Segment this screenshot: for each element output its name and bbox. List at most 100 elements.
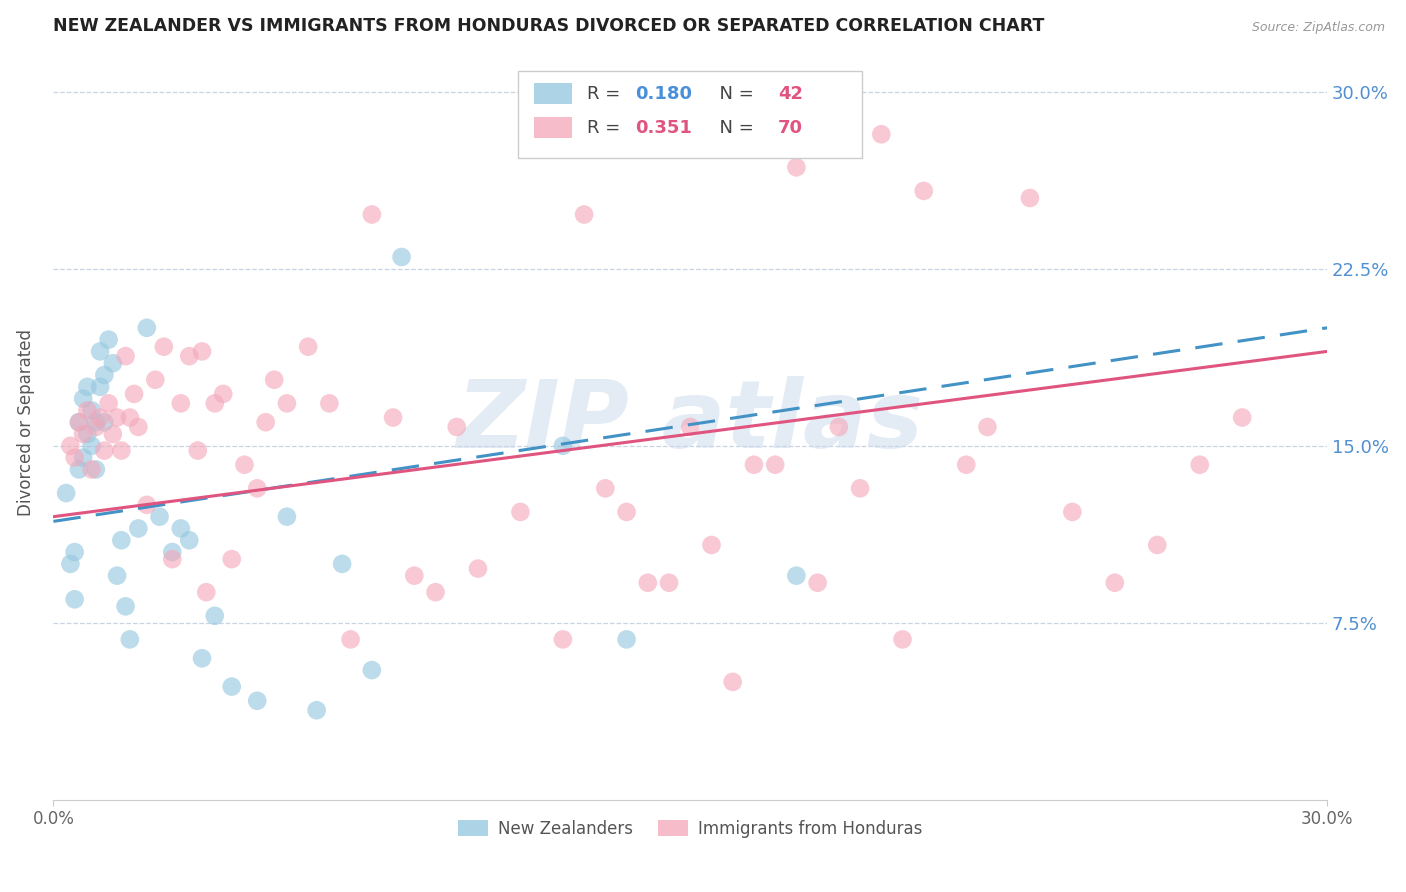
Point [1019, 191, 1042, 205]
Point [93, 415, 115, 429]
Point [912, 184, 935, 198]
Point [67, 415, 90, 429]
Point [143, 373, 166, 387]
Point [404, 568, 426, 582]
Point [153, 340, 176, 354]
Point [246, 481, 269, 495]
Point [382, 410, 405, 425]
Point [658, 575, 681, 590]
Point [179, 349, 201, 363]
Text: N =: N = [709, 119, 759, 136]
Text: R =: R = [588, 119, 626, 136]
Point [84, 420, 107, 434]
Point [97, 396, 120, 410]
Point [339, 632, 361, 647]
Point [114, 349, 136, 363]
Point [1146, 538, 1168, 552]
Point [212, 387, 235, 401]
Y-axis label: Divorced or Separated: Divorced or Separated [17, 329, 35, 516]
Point [807, 575, 830, 590]
Point [84, 415, 107, 429]
Point [170, 521, 193, 535]
Point [80, 439, 103, 453]
Text: 42: 42 [778, 85, 803, 103]
Point [191, 651, 214, 665]
Point [637, 575, 659, 590]
Point [59, 439, 82, 453]
Bar [534, 83, 572, 104]
Point [679, 420, 702, 434]
Point [84, 462, 107, 476]
Point [446, 420, 468, 434]
Point [330, 557, 353, 571]
Point [191, 344, 214, 359]
Point [101, 427, 124, 442]
Point [276, 396, 298, 410]
Point [110, 533, 132, 548]
Legend: New Zealanders, Immigrants from Honduras: New Zealanders, Immigrants from Honduras [451, 814, 929, 845]
Point [162, 552, 184, 566]
Point [114, 599, 136, 614]
Point [1188, 458, 1211, 472]
Text: 70: 70 [778, 119, 803, 136]
Text: NEW ZEALANDER VS IMMIGRANTS FROM HONDURAS DIVORCED OR SEPARATED CORRELATION CHAR: NEW ZEALANDER VS IMMIGRANTS FROM HONDURA… [53, 17, 1045, 35]
Point [105, 410, 128, 425]
Point [76, 403, 98, 417]
Point [721, 674, 744, 689]
Point [89, 410, 111, 425]
Point [67, 462, 90, 476]
Point [891, 632, 914, 647]
Point [318, 396, 340, 410]
Point [55, 486, 77, 500]
Point [595, 481, 617, 495]
Point [80, 403, 103, 417]
Point [509, 505, 531, 519]
Point [110, 443, 132, 458]
Point [148, 509, 170, 524]
Point [1062, 505, 1084, 519]
Point [254, 415, 277, 429]
Point [955, 458, 977, 472]
Point [59, 557, 82, 571]
Point [870, 128, 893, 142]
Point [195, 585, 218, 599]
Point [127, 521, 149, 535]
Point [122, 387, 145, 401]
Point [828, 420, 851, 434]
Point [170, 396, 193, 410]
Point [93, 443, 115, 458]
Point [105, 568, 128, 582]
Point [63, 545, 86, 559]
Point [93, 368, 115, 382]
Point [263, 373, 285, 387]
Text: 0.351: 0.351 [636, 119, 692, 136]
Point [162, 545, 184, 559]
Point [204, 608, 226, 623]
Point [67, 415, 90, 429]
Bar [534, 117, 572, 138]
Point [763, 458, 786, 472]
Point [360, 663, 382, 677]
Point [97, 333, 120, 347]
Point [276, 509, 298, 524]
Point [1104, 575, 1126, 590]
FancyBboxPatch shape [519, 71, 862, 158]
Point [1230, 410, 1253, 425]
Point [118, 632, 141, 647]
Point [179, 533, 201, 548]
Point [305, 703, 328, 717]
Point [551, 439, 574, 453]
Point [72, 450, 94, 465]
Point [616, 632, 638, 647]
Point [297, 340, 319, 354]
Point [391, 250, 413, 264]
Text: R =: R = [588, 85, 626, 103]
Point [72, 427, 94, 442]
Point [551, 632, 574, 647]
Point [72, 392, 94, 406]
Point [572, 207, 595, 221]
Point [360, 207, 382, 221]
Point [700, 538, 723, 552]
Point [63, 592, 86, 607]
Point [425, 585, 447, 599]
